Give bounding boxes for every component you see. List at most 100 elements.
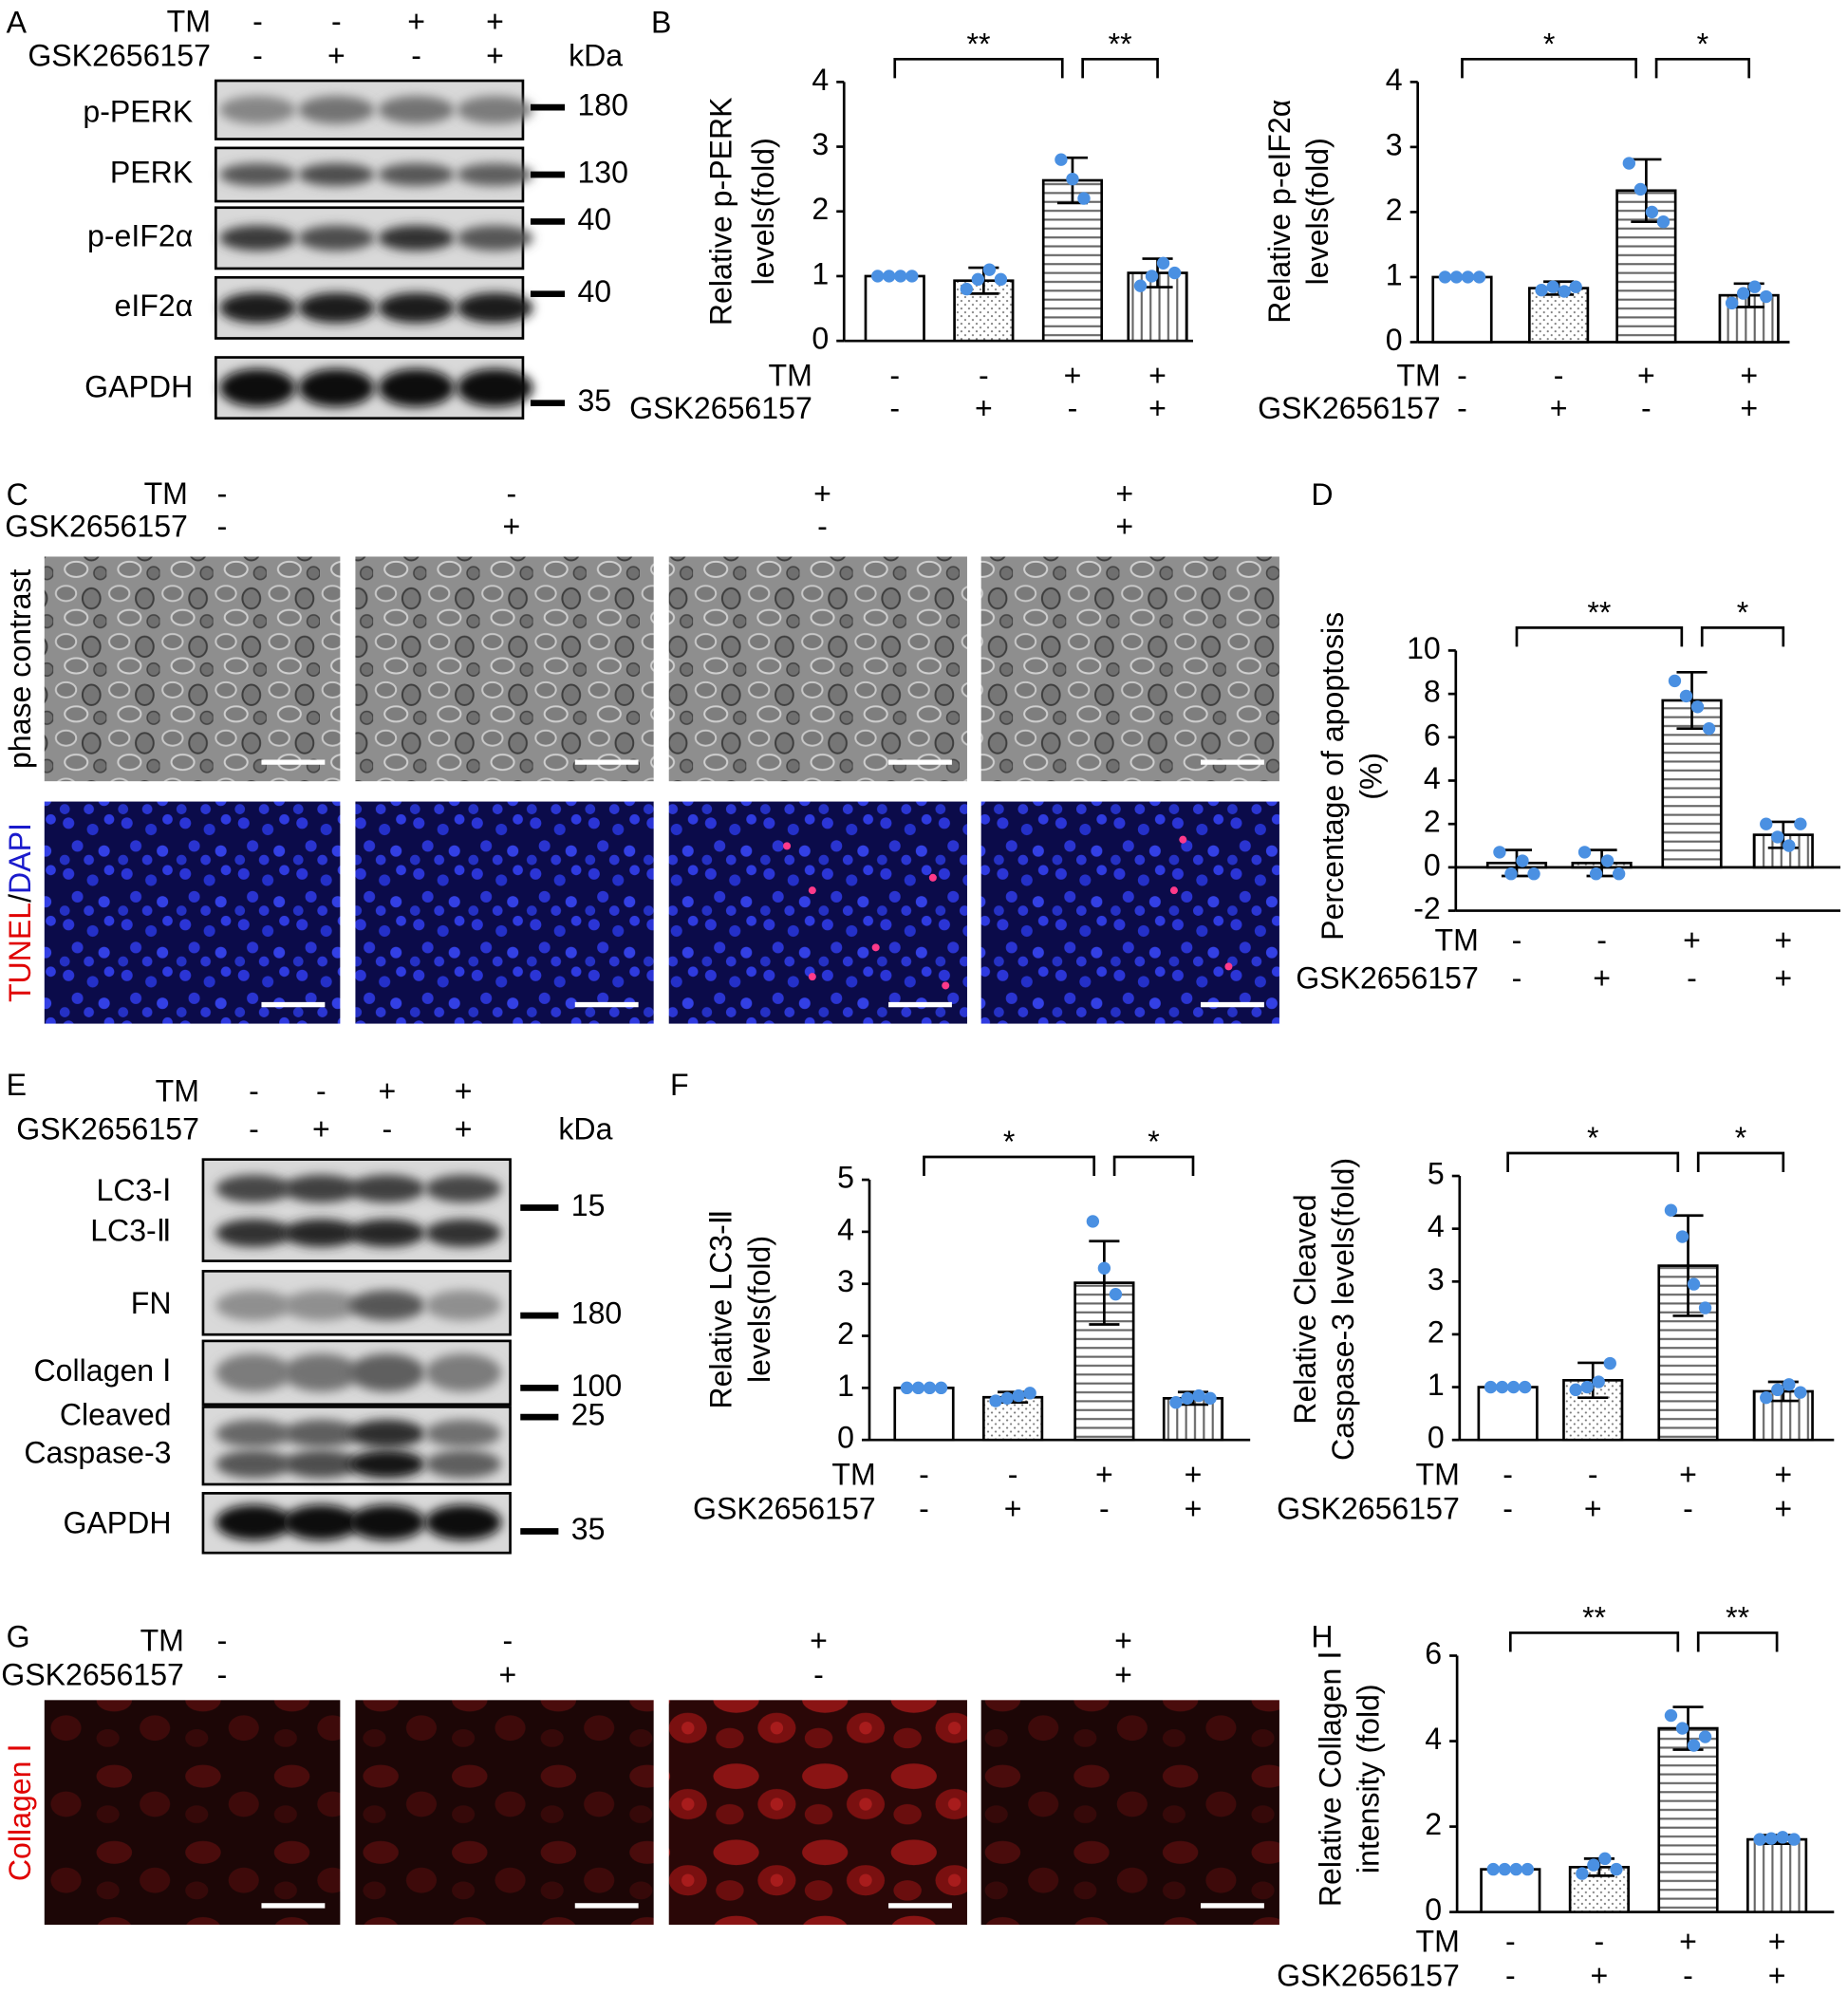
condition-name: TM bbox=[167, 4, 211, 38]
data-point bbox=[1771, 830, 1784, 844]
y-tick-label: 6 bbox=[1424, 717, 1441, 752]
condition-name: GSK2656157 bbox=[28, 38, 211, 72]
condition-name: GSK2656157 bbox=[16, 1112, 199, 1146]
significance-label: ** bbox=[1109, 27, 1132, 61]
blot-band bbox=[283, 1290, 360, 1321]
data-point bbox=[971, 272, 985, 287]
data-point bbox=[1760, 817, 1773, 830]
marker-label: 15 bbox=[571, 1188, 606, 1222]
blot-band bbox=[378, 225, 455, 252]
blot-band bbox=[424, 1504, 502, 1540]
condition-sign: - bbox=[383, 1112, 393, 1146]
condition-name: GSK2656157 bbox=[693, 1492, 876, 1526]
marker-label: 35 bbox=[571, 1512, 606, 1546]
panel-letter: H bbox=[1311, 1620, 1333, 1654]
data-point bbox=[1764, 1832, 1778, 1845]
micrograph bbox=[980, 801, 1279, 1024]
blot-band bbox=[219, 368, 296, 407]
data-point bbox=[1610, 1862, 1623, 1876]
y-tick-label: 0 bbox=[1424, 848, 1441, 882]
condition-sign: + bbox=[499, 1658, 517, 1692]
condition-sign: + bbox=[1064, 358, 1082, 392]
significance-bracket bbox=[893, 57, 1064, 79]
data-point bbox=[1664, 1203, 1678, 1217]
tunel-speck bbox=[1224, 962, 1233, 971]
condition-sign: - bbox=[217, 1658, 228, 1692]
tunel-speck bbox=[783, 842, 792, 850]
y-tick-label: 2 bbox=[812, 192, 829, 226]
data-point bbox=[1600, 854, 1615, 867]
tunel-speck bbox=[1179, 835, 1187, 844]
unit-label: kDa bbox=[558, 1112, 612, 1146]
data-point bbox=[934, 1381, 948, 1395]
significance-label: * bbox=[1737, 595, 1748, 629]
blot-band bbox=[219, 96, 296, 124]
data-point bbox=[1145, 270, 1159, 283]
condition-sign: - bbox=[1588, 1457, 1598, 1491]
condition-name: TM bbox=[1415, 1925, 1459, 1959]
blot-band bbox=[424, 1174, 502, 1203]
condition-sign: + bbox=[1740, 391, 1758, 425]
significance-label: * bbox=[1003, 1125, 1015, 1159]
condition-sign: - bbox=[217, 510, 228, 544]
data-point bbox=[1109, 1287, 1123, 1301]
row-label-part: / bbox=[4, 894, 38, 903]
significance-bracket bbox=[1508, 1631, 1680, 1652]
condition-sign: - bbox=[1687, 961, 1697, 996]
condition-name: TM bbox=[156, 1074, 199, 1109]
data-point bbox=[1509, 1862, 1523, 1876]
data-point bbox=[1569, 1383, 1582, 1397]
y-axis-label: Relative p-PERK bbox=[704, 97, 738, 326]
row-label-part: phase contrast bbox=[4, 569, 38, 770]
blot-band bbox=[378, 162, 455, 187]
data-point bbox=[1592, 1375, 1605, 1388]
y-tick-label: 4 bbox=[1428, 1209, 1445, 1243]
significance-label: ** bbox=[967, 27, 991, 61]
blot-band bbox=[457, 225, 533, 252]
data-point bbox=[994, 272, 1008, 287]
condition-sign: - bbox=[817, 510, 828, 544]
y-axis-label: Relative LC3-Ⅱ bbox=[704, 1209, 738, 1408]
data-point bbox=[989, 1394, 1002, 1407]
condition-sign: + bbox=[975, 391, 993, 425]
data-point bbox=[1698, 1730, 1712, 1743]
y-tick-label: 8 bbox=[1424, 675, 1441, 709]
data-point bbox=[1783, 839, 1796, 852]
condition-sign: - bbox=[1457, 391, 1467, 425]
blot-band bbox=[378, 96, 455, 124]
blot-band bbox=[219, 162, 296, 187]
y-axis-label: levels(fold) bbox=[746, 138, 780, 285]
tunel-speck bbox=[808, 886, 816, 895]
significance-bracket bbox=[923, 1155, 1096, 1177]
condition-sign: - bbox=[252, 38, 263, 72]
condition-sign: + bbox=[1114, 1658, 1132, 1692]
condition-name: GSK2656157 bbox=[1258, 391, 1441, 425]
condition-sign: + bbox=[455, 1112, 473, 1146]
condition-name: GSK2656157 bbox=[5, 510, 188, 544]
bar bbox=[1528, 287, 1590, 344]
blot-band bbox=[215, 1290, 292, 1321]
condition-sign: - bbox=[1554, 358, 1564, 392]
data-point bbox=[1598, 1852, 1612, 1866]
panel-letter: B bbox=[651, 6, 671, 40]
data-point bbox=[894, 270, 907, 283]
condition-sign: + bbox=[1679, 1457, 1697, 1491]
band-label: LC3-Ⅱ bbox=[90, 1214, 171, 1248]
blot-band bbox=[348, 1290, 425, 1321]
band-label: p-eIF2α bbox=[87, 218, 193, 252]
marker-label: 35 bbox=[577, 383, 611, 418]
data-point bbox=[1472, 270, 1486, 284]
data-point bbox=[1169, 1396, 1183, 1409]
data-point bbox=[1493, 846, 1506, 859]
significance-bracket bbox=[1112, 1155, 1195, 1177]
significance-label: * bbox=[1735, 1121, 1746, 1155]
marker-label: 180 bbox=[577, 88, 628, 122]
data-point bbox=[1736, 287, 1750, 300]
bar bbox=[893, 1387, 955, 1442]
bar bbox=[1041, 178, 1104, 343]
data-point bbox=[1438, 270, 1452, 284]
micrograph bbox=[355, 556, 654, 782]
data-point bbox=[1679, 689, 1693, 703]
band-label: Collagen Ⅰ bbox=[34, 1353, 172, 1388]
data-point bbox=[960, 282, 973, 296]
